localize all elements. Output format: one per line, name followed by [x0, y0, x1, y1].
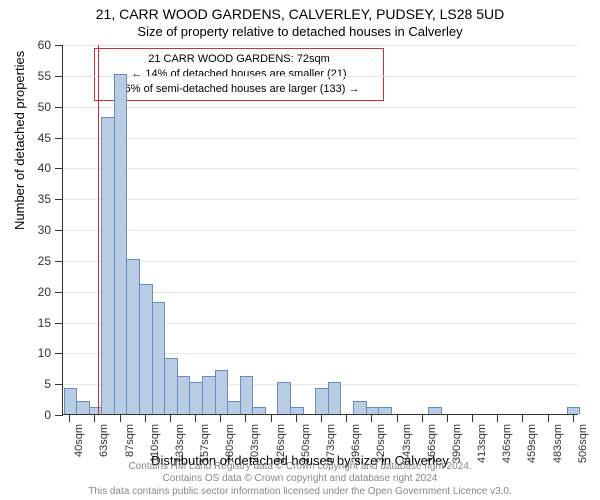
histogram-bar [240, 376, 254, 414]
plot-area: 21 CARR WOOD GARDENS: 72sqm← 14% of deta… [62, 45, 578, 415]
x-tick [422, 414, 423, 422]
x-tick [497, 414, 498, 422]
histogram-bar [353, 401, 367, 414]
gridline-h [63, 199, 578, 200]
x-tick [346, 414, 347, 422]
histogram-bar [76, 401, 90, 414]
y-tick [55, 45, 63, 46]
footer-attribution: Contains HM Land Registry data © Crown c… [0, 461, 600, 499]
y-tick [55, 384, 63, 385]
y-tick-label: 10 [38, 346, 51, 360]
property-marker-line [98, 45, 99, 414]
gridline-h [63, 230, 578, 231]
x-tick [94, 414, 95, 422]
y-tick-label: 0 [44, 408, 51, 422]
y-tick-label: 60 [38, 38, 51, 52]
x-tick [321, 414, 322, 422]
footer-line-3: This data contains public sector informa… [0, 486, 600, 499]
histogram-bar [252, 407, 266, 414]
x-tick [170, 414, 171, 422]
histogram-bar [328, 382, 342, 414]
gridline-h [63, 261, 578, 262]
x-tick [245, 414, 246, 422]
x-tick [271, 414, 272, 422]
histogram-bar [428, 407, 442, 414]
y-tick-label: 15 [38, 316, 51, 330]
x-tick [195, 414, 196, 422]
footer-line-1: Contains HM Land Registry data © Crown c… [0, 461, 600, 474]
histogram-bar [126, 259, 140, 414]
histogram-bar [567, 407, 581, 414]
histogram-bar [290, 407, 304, 414]
y-tick [55, 415, 63, 416]
histogram-bar [366, 407, 380, 414]
histogram-bar [378, 407, 392, 414]
property-marker-annotation: 21 CARR WOOD GARDENS: 72sqm← 14% of deta… [94, 48, 384, 101]
histogram-bar [152, 302, 166, 414]
annotation-line: 21 CARR WOOD GARDENS: 72sqm [103, 52, 375, 67]
chart-container: 21, CARR WOOD GARDENS, CALVERLEY, PUDSEY… [0, 0, 600, 500]
y-tick [55, 261, 63, 262]
title-address: 21, CARR WOOD GARDENS, CALVERLEY, PUDSEY… [0, 6, 600, 22]
y-tick [55, 292, 63, 293]
footer-line-2: Contains OS data © Crown copyright and d… [0, 473, 600, 486]
x-tick [447, 414, 448, 422]
y-tick [55, 323, 63, 324]
histogram-bar [315, 388, 329, 414]
gridline-h [63, 138, 578, 139]
gridline-h [63, 107, 578, 108]
histogram-bar [89, 407, 103, 414]
y-tick-label: 50 [38, 100, 51, 114]
gridline-h [63, 45, 578, 46]
histogram-bar [189, 382, 203, 414]
title-description: Size of property relative to detached ho… [0, 24, 600, 39]
y-tick [55, 230, 63, 231]
x-tick [472, 414, 473, 422]
histogram-bar [202, 376, 216, 414]
y-tick-label: 45 [38, 131, 51, 145]
x-tick [397, 414, 398, 422]
histogram-bar [139, 284, 153, 415]
y-tick-label: 40 [38, 161, 51, 175]
y-axis-label: Number of detached properties [12, 51, 27, 230]
y-tick [55, 76, 63, 77]
x-tick [120, 414, 121, 422]
annotation-line: 86% of semi-detached houses are larger (… [103, 82, 375, 97]
histogram-bar [215, 370, 229, 414]
y-tick-label: 25 [38, 254, 51, 268]
y-tick-label: 35 [38, 192, 51, 206]
histogram-bar [101, 117, 115, 414]
x-tick [220, 414, 221, 422]
gridline-h [63, 168, 578, 169]
y-tick-label: 30 [38, 223, 51, 237]
x-tick [573, 414, 574, 422]
x-tick [145, 414, 146, 422]
annotation-line: ← 14% of detached houses are smaller (21… [103, 67, 375, 82]
x-tick [548, 414, 549, 422]
histogram-bar [277, 382, 291, 414]
y-tick [55, 107, 63, 108]
x-tick [296, 414, 297, 422]
histogram-bar [164, 358, 178, 415]
x-tick [522, 414, 523, 422]
histogram-bar [114, 74, 128, 414]
y-tick-label: 5 [44, 377, 51, 391]
histogram-bar [64, 388, 78, 414]
x-tick [69, 414, 70, 422]
gridline-h [63, 76, 578, 77]
histogram-bar [227, 401, 241, 414]
y-tick [55, 168, 63, 169]
y-tick-label: 20 [38, 285, 51, 299]
y-tick [55, 138, 63, 139]
y-tick [55, 353, 63, 354]
y-tick [55, 199, 63, 200]
y-tick-label: 55 [38, 69, 51, 83]
x-tick [371, 414, 372, 422]
histogram-bar [177, 376, 191, 414]
